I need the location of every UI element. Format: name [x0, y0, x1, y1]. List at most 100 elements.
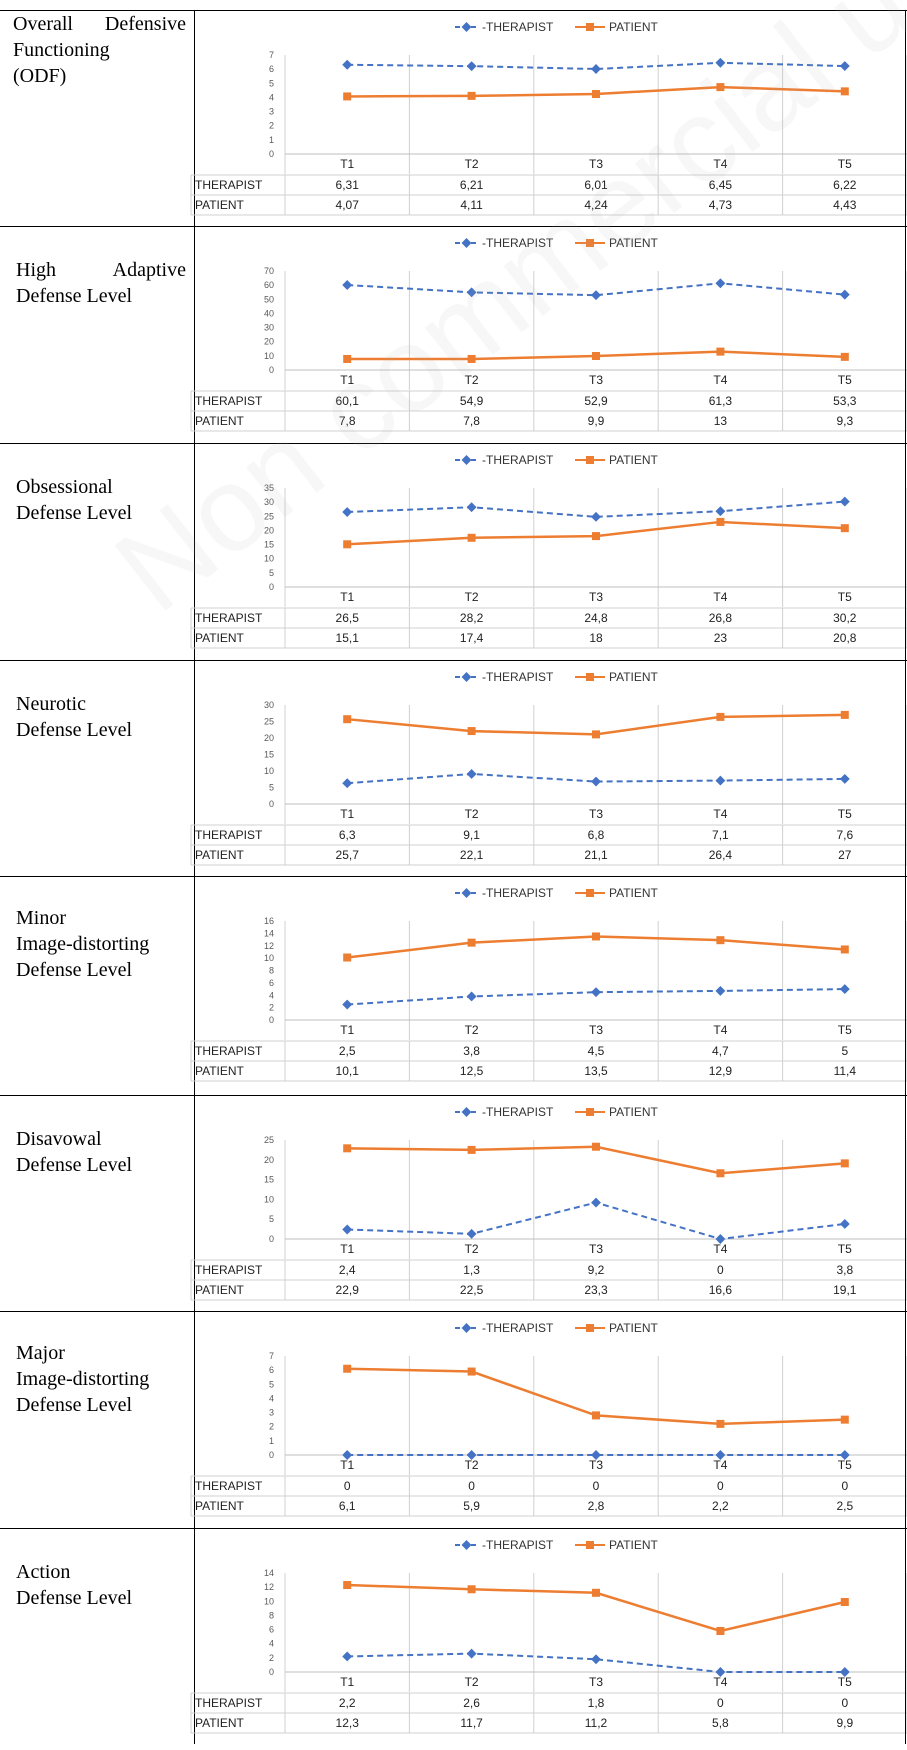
- y-tick-label: 20: [264, 525, 274, 535]
- table-cell: 23: [714, 631, 728, 645]
- table-cell: 26,8: [709, 611, 733, 625]
- table-row-header: THERAPIST: [195, 1696, 263, 1710]
- patient-point: [592, 351, 600, 360]
- patient-point: [716, 712, 725, 721]
- table-cell: 4,7: [712, 1044, 729, 1058]
- y-tick-label: 2: [269, 1422, 274, 1432]
- therapist-point: [715, 278, 726, 289]
- y-tick-label: 10: [264, 953, 274, 963]
- table-cell: 9,9: [836, 1716, 853, 1730]
- row-label-line: Defense Level: [16, 1587, 133, 1609]
- y-tick-label: 0: [269, 1667, 274, 1677]
- x-tick-label: T4: [713, 590, 727, 604]
- patient-point: [840, 945, 849, 954]
- legend-therapist-label: -THERAPIST: [482, 1105, 554, 1119]
- row-label-line: (ODF): [13, 65, 67, 87]
- data-table: THERAPIST 60,1 54,9 52,9 61,3 53,3 PATIENT 7,8 7…: [190, 390, 907, 432]
- table-row-header: PATIENT: [195, 1283, 245, 1297]
- table-cell: 7,8: [339, 414, 356, 428]
- table-cell: 4,11: [460, 198, 483, 212]
- x-tick-label: T3: [589, 373, 603, 387]
- patient-point: [343, 953, 352, 962]
- therapist-series-line: [347, 61, 845, 71]
- table-cell: 26,4: [709, 848, 733, 862]
- patient-point: [592, 932, 600, 941]
- y-tick-label: 15: [264, 750, 274, 760]
- patient-point: [592, 90, 600, 99]
- table-row-header: THERAPIST: [195, 1479, 263, 1493]
- table-row-header: PATIENT: [195, 414, 245, 428]
- y-tick-label: 2: [269, 1003, 274, 1013]
- table-cell: 12,5: [460, 1064, 484, 1078]
- row-label-line: Action: [16, 1561, 71, 1583]
- data-table: THERAPIST 2,5 3,8 4,5 4,7 5 PATIENT 10,1 12,5 13,…: [190, 1040, 907, 1082]
- row-label-line: Defense Level: [16, 959, 133, 981]
- table-cell: 0: [593, 1479, 600, 1493]
- table-row-header: THERAPIST: [195, 1044, 263, 1058]
- table-cell: 6,21: [460, 178, 484, 192]
- table-cell: 0: [841, 1696, 848, 1710]
- x-tick-label: T1: [340, 807, 354, 821]
- y-tick-label: 15: [264, 1175, 274, 1185]
- legend-patient-label: PATIENT: [609, 886, 659, 900]
- y-tick-label: 60: [264, 280, 274, 290]
- x-tick-label: T4: [713, 1675, 727, 1689]
- legend-therapist-label: -THERAPIST: [482, 1538, 554, 1552]
- table-cell: 6,31: [336, 178, 360, 192]
- table-cell: 4,5: [588, 1044, 605, 1058]
- x-tick-label: T1: [340, 590, 354, 604]
- y-tick-label: 25: [264, 511, 274, 521]
- chart-row: High Adaptive Defense Level -THERAPIST PATI…: [0, 226, 907, 443]
- table-cell: 13,5: [584, 1064, 608, 1078]
- therapist-point: [839, 1450, 850, 1460]
- x-tick-label: T2: [465, 590, 479, 604]
- line-chart: -THERAPIST PATIENT 0 5 10 15 20 25 30 T1 T2 T3 T4 T5 T…: [190, 670, 907, 866]
- y-tick-label: 70: [264, 266, 274, 276]
- table-cell: 3,8: [836, 1263, 853, 1277]
- y-tick-label: 25: [264, 1135, 274, 1145]
- legend: -THERAPIST PATIENT: [455, 1105, 659, 1119]
- data-table: THERAPIST 2,2 2,6 1,8 0 0 PATIENT 12,3 11,7 11,2 5…: [190, 1692, 907, 1734]
- y-tick-label: 0: [269, 365, 274, 375]
- row-label-line: Major: [16, 1342, 65, 1364]
- table-cell: 24,8: [584, 611, 608, 625]
- legend-patient-marker: [586, 239, 594, 247]
- table-cell: 0: [468, 1479, 475, 1493]
- therapist-point: [839, 984, 850, 995]
- therapist-point: [591, 1654, 601, 1665]
- table-cell: 15,1: [336, 631, 360, 645]
- row-label: Action Defense Level: [0, 1529, 195, 1744]
- patient-point: [343, 1144, 352, 1153]
- patient-point: [343, 354, 352, 363]
- x-tick-label: T3: [589, 590, 603, 604]
- table-cell: 6,3: [339, 828, 356, 842]
- patient-point: [716, 517, 725, 526]
- x-tick-label: T5: [838, 1242, 852, 1256]
- y-tick-label: 4: [269, 92, 274, 102]
- x-tick-label: T3: [589, 1458, 603, 1472]
- x-tick-label: T4: [713, 373, 727, 387]
- y-tick-label: 7: [269, 1351, 274, 1361]
- table-row-header: PATIENT: [195, 1064, 245, 1078]
- legend-therapist-marker: [461, 1107, 472, 1117]
- legend: -THERAPIST PATIENT: [455, 236, 659, 250]
- chart-row: Major Image-distorting Defense Level -THERA…: [0, 1311, 907, 1528]
- legend-therapist-label: -THERAPIST: [482, 236, 554, 250]
- table-row-header: THERAPIST: [195, 611, 263, 625]
- y-tick-label: 0: [269, 1450, 274, 1460]
- table-cell: 28,2: [460, 611, 484, 625]
- therapist-point: [591, 290, 601, 301]
- patient-point: [840, 1159, 849, 1168]
- table-cell: 6,22: [833, 178, 857, 192]
- table-cell: 5,8: [712, 1716, 729, 1730]
- therapist-series-line: [347, 988, 845, 1006]
- x-tick-label: T3: [589, 1242, 603, 1256]
- therapist-point: [466, 769, 477, 779]
- y-tick-label: 0: [269, 1015, 274, 1025]
- row-label: Obsessional Defense Level: [0, 444, 195, 660]
- table-cell: 5: [841, 1044, 848, 1058]
- therapist-point: [839, 773, 850, 784]
- table-cell: 53,3: [833, 394, 857, 408]
- patient-point: [467, 1367, 476, 1376]
